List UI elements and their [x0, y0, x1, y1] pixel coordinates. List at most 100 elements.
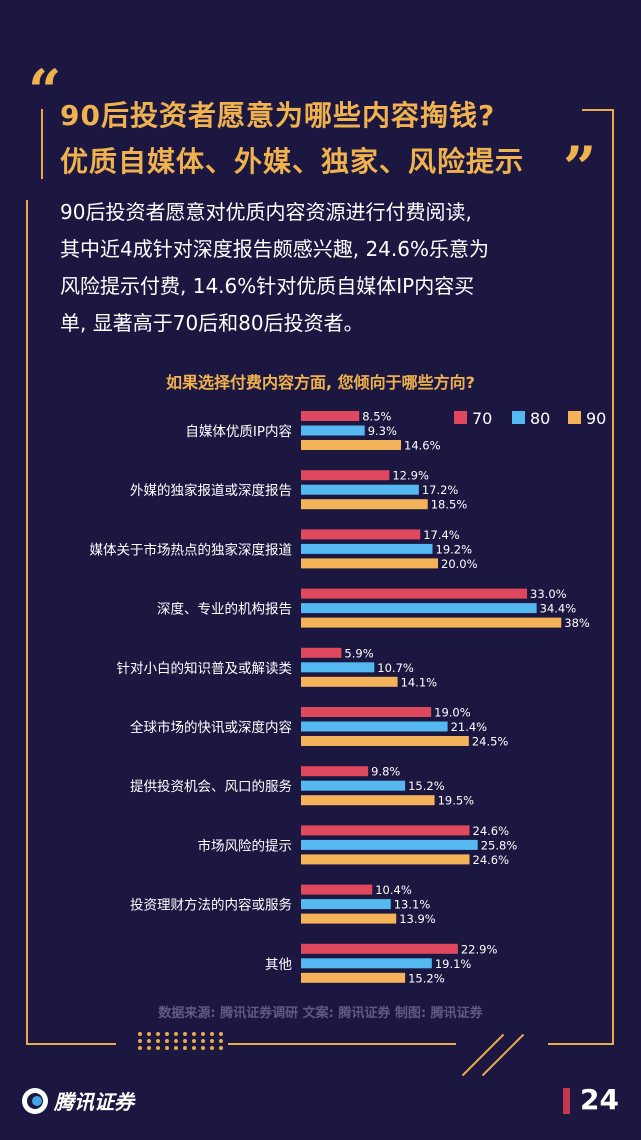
- legend-swatch: [454, 411, 467, 424]
- decorative-dots: [138, 1032, 225, 1050]
- bar: [301, 425, 365, 436]
- legend-swatch: [568, 411, 581, 424]
- intro-line: 风险提示付费, 14.6%针对优质自媒体IP内容买: [60, 274, 475, 298]
- legend-label: 80: [530, 409, 550, 428]
- category-label: 提供投资机会、风口的服务: [130, 779, 292, 795]
- data-label: 22.9%: [461, 942, 498, 956]
- intro-paragraph: 90后投资者愿意对优质内容资源进行付费阅读, 其中近4成针对深度报告颇感兴趣, …: [60, 194, 600, 342]
- bar: [301, 484, 419, 495]
- data-label: 19.2%: [436, 542, 473, 556]
- category-label: 深度、专业的机构报告: [157, 602, 292, 618]
- bar: [301, 972, 406, 983]
- page-title-line1: 90后投资者愿意为哪些内容掏钱?: [60, 99, 496, 132]
- open-quote-icon: “: [28, 57, 62, 125]
- bar: [301, 411, 360, 421]
- bar: [301, 529, 421, 540]
- frame-bottom-right: [548, 1043, 614, 1045]
- bar-chart: 70 80 90 自媒体优质IP内容 8.5%9.3% 14.6% 外媒的独家报道或深度报告…: [90, 409, 607, 985]
- intro-line: 单, 显著高于70后和80后投资者。: [60, 311, 364, 335]
- data-label: 18.5%: [431, 498, 468, 512]
- bar: [301, 839, 478, 850]
- data-label: 19.5%: [438, 794, 475, 808]
- bar: [301, 854, 470, 865]
- bar: [301, 736, 469, 746]
- data-label: 24.5%: [472, 735, 509, 749]
- data-label: 17.2%: [422, 483, 459, 497]
- data-label: 19.1%: [435, 957, 472, 971]
- decorative-slash: [461, 1033, 505, 1077]
- data-label: 9.3%: [368, 424, 397, 438]
- page-number-marker: [563, 1088, 570, 1114]
- bar: [301, 958, 432, 969]
- data-label: 33.0%: [530, 587, 567, 601]
- brand-logo-icon: [22, 1087, 48, 1114]
- category-label: 全球市场的快讯或深度内容: [130, 719, 292, 736]
- bar: [301, 795, 435, 806]
- data-label: 15.2%: [408, 971, 445, 985]
- data-label: 21.4%: [451, 720, 488, 734]
- frame-top-right: [582, 109, 614, 111]
- close-quote-icon: ”: [563, 134, 597, 202]
- data-label: 14.6%: [404, 439, 441, 453]
- bar: [301, 780, 406, 791]
- category-label: 自媒体优质IP内容: [185, 423, 292, 440]
- bar: [301, 884, 373, 895]
- data-label: 10.7%: [377, 661, 414, 675]
- legend-label: 90: [586, 409, 606, 428]
- category-label: 针对小白的知识普及或解读类: [117, 660, 293, 677]
- bar: [301, 899, 391, 910]
- legend-swatch: [512, 411, 525, 424]
- data-label: 15.2%: [408, 779, 445, 793]
- data-label: 38%: [564, 616, 590, 630]
- decorative-slash: [481, 1033, 525, 1077]
- frame-left: [26, 200, 28, 1044]
- source-credits: 数据来源: 腾讯证券调研 文案: 腾讯证券 制图: 腾讯证券: [158, 1006, 483, 1021]
- bar: [301, 662, 375, 673]
- page-title-line2: 优质自媒体、外媒、独家、风险提示: [60, 145, 525, 178]
- page-number: 24: [580, 1083, 619, 1116]
- category-label: 市场风险的提示: [198, 837, 293, 854]
- frame-right: [612, 109, 614, 1044]
- data-label: 5.9%: [344, 646, 373, 660]
- bar: [301, 558, 438, 569]
- data-label: 20.0%: [441, 557, 478, 571]
- category-label: 投资理财方法的内容或服务: [130, 897, 292, 914]
- bar: [301, 707, 432, 717]
- frame-bottom-left: [26, 1043, 116, 1045]
- bar: [301, 766, 369, 777]
- intro-line: 其中近4成针对深度报告颇感兴趣, 24.6%乐意为: [60, 237, 489, 261]
- data-label: 8.5%: [362, 410, 391, 424]
- bar: [301, 943, 458, 954]
- bar: [301, 440, 402, 450]
- data-label: 19.0%: [434, 706, 471, 720]
- brand-logo: 腾讯证券: [22, 1086, 134, 1115]
- data-label: 24.6%: [473, 853, 510, 867]
- brand-name: 腾讯证券: [54, 1090, 134, 1114]
- data-label: 13.9%: [399, 912, 436, 926]
- bar: [301, 676, 398, 687]
- data-label: 13.1%: [394, 898, 431, 912]
- bar: [301, 913, 397, 924]
- bar: [301, 543, 433, 554]
- data-label: 12.9%: [392, 469, 429, 483]
- bar: [301, 825, 470, 836]
- category-label: 其他: [265, 957, 292, 973]
- category-label: 媒体关于市场热点的独家深度报道: [90, 541, 293, 558]
- bar: [301, 721, 448, 732]
- data-label: 9.8%: [371, 765, 400, 779]
- data-label: 17.4%: [423, 528, 460, 542]
- data-label: 10.4%: [375, 883, 412, 897]
- bar: [301, 617, 562, 628]
- bar: [301, 603, 537, 614]
- data-label: 25.8%: [481, 838, 518, 852]
- intro-line: 90后投资者愿意对优质内容资源进行付费阅读,: [60, 200, 472, 224]
- data-label: 14.1%: [401, 675, 438, 689]
- category-label: 外媒的独家报道或深度报告: [130, 482, 292, 499]
- bar: [301, 499, 428, 510]
- frame-left-top: [41, 109, 43, 179]
- frame-bottom-mid: [228, 1043, 456, 1045]
- data-label: 24.6%: [473, 824, 510, 838]
- bar: [301, 470, 390, 481]
- legend-label: 70: [472, 409, 492, 428]
- data-label: 34.4%: [540, 602, 577, 616]
